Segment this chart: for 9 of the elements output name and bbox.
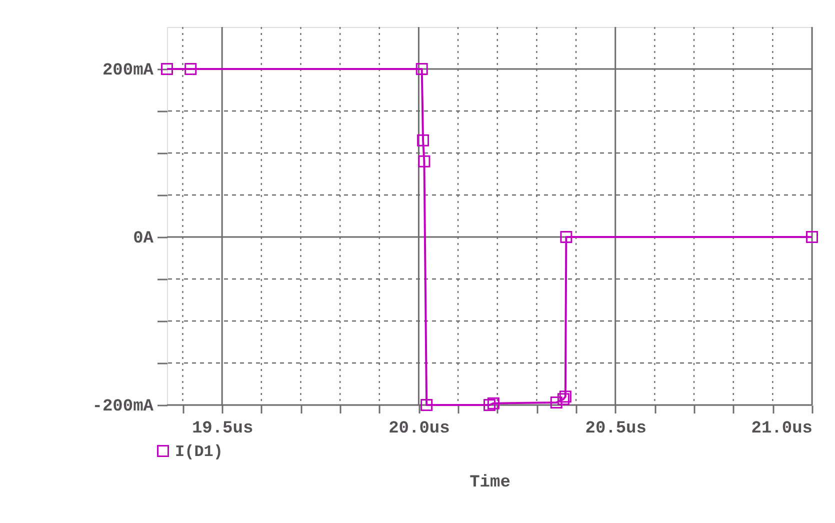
y-tick-label: -200mA [92, 398, 154, 416]
x-tick-label: 21.0us [751, 420, 812, 438]
y-tick-label: 0A [133, 230, 154, 248]
x-tick-label: 19.5us [192, 420, 254, 438]
x-tick-label: 20.0us [388, 420, 450, 438]
legend-label: I(D1) [175, 443, 224, 461]
x-tick-label: 20.5us [585, 420, 646, 438]
y-tick-label: 200mA [102, 62, 154, 80]
x-axis-title: Time [470, 474, 510, 492]
